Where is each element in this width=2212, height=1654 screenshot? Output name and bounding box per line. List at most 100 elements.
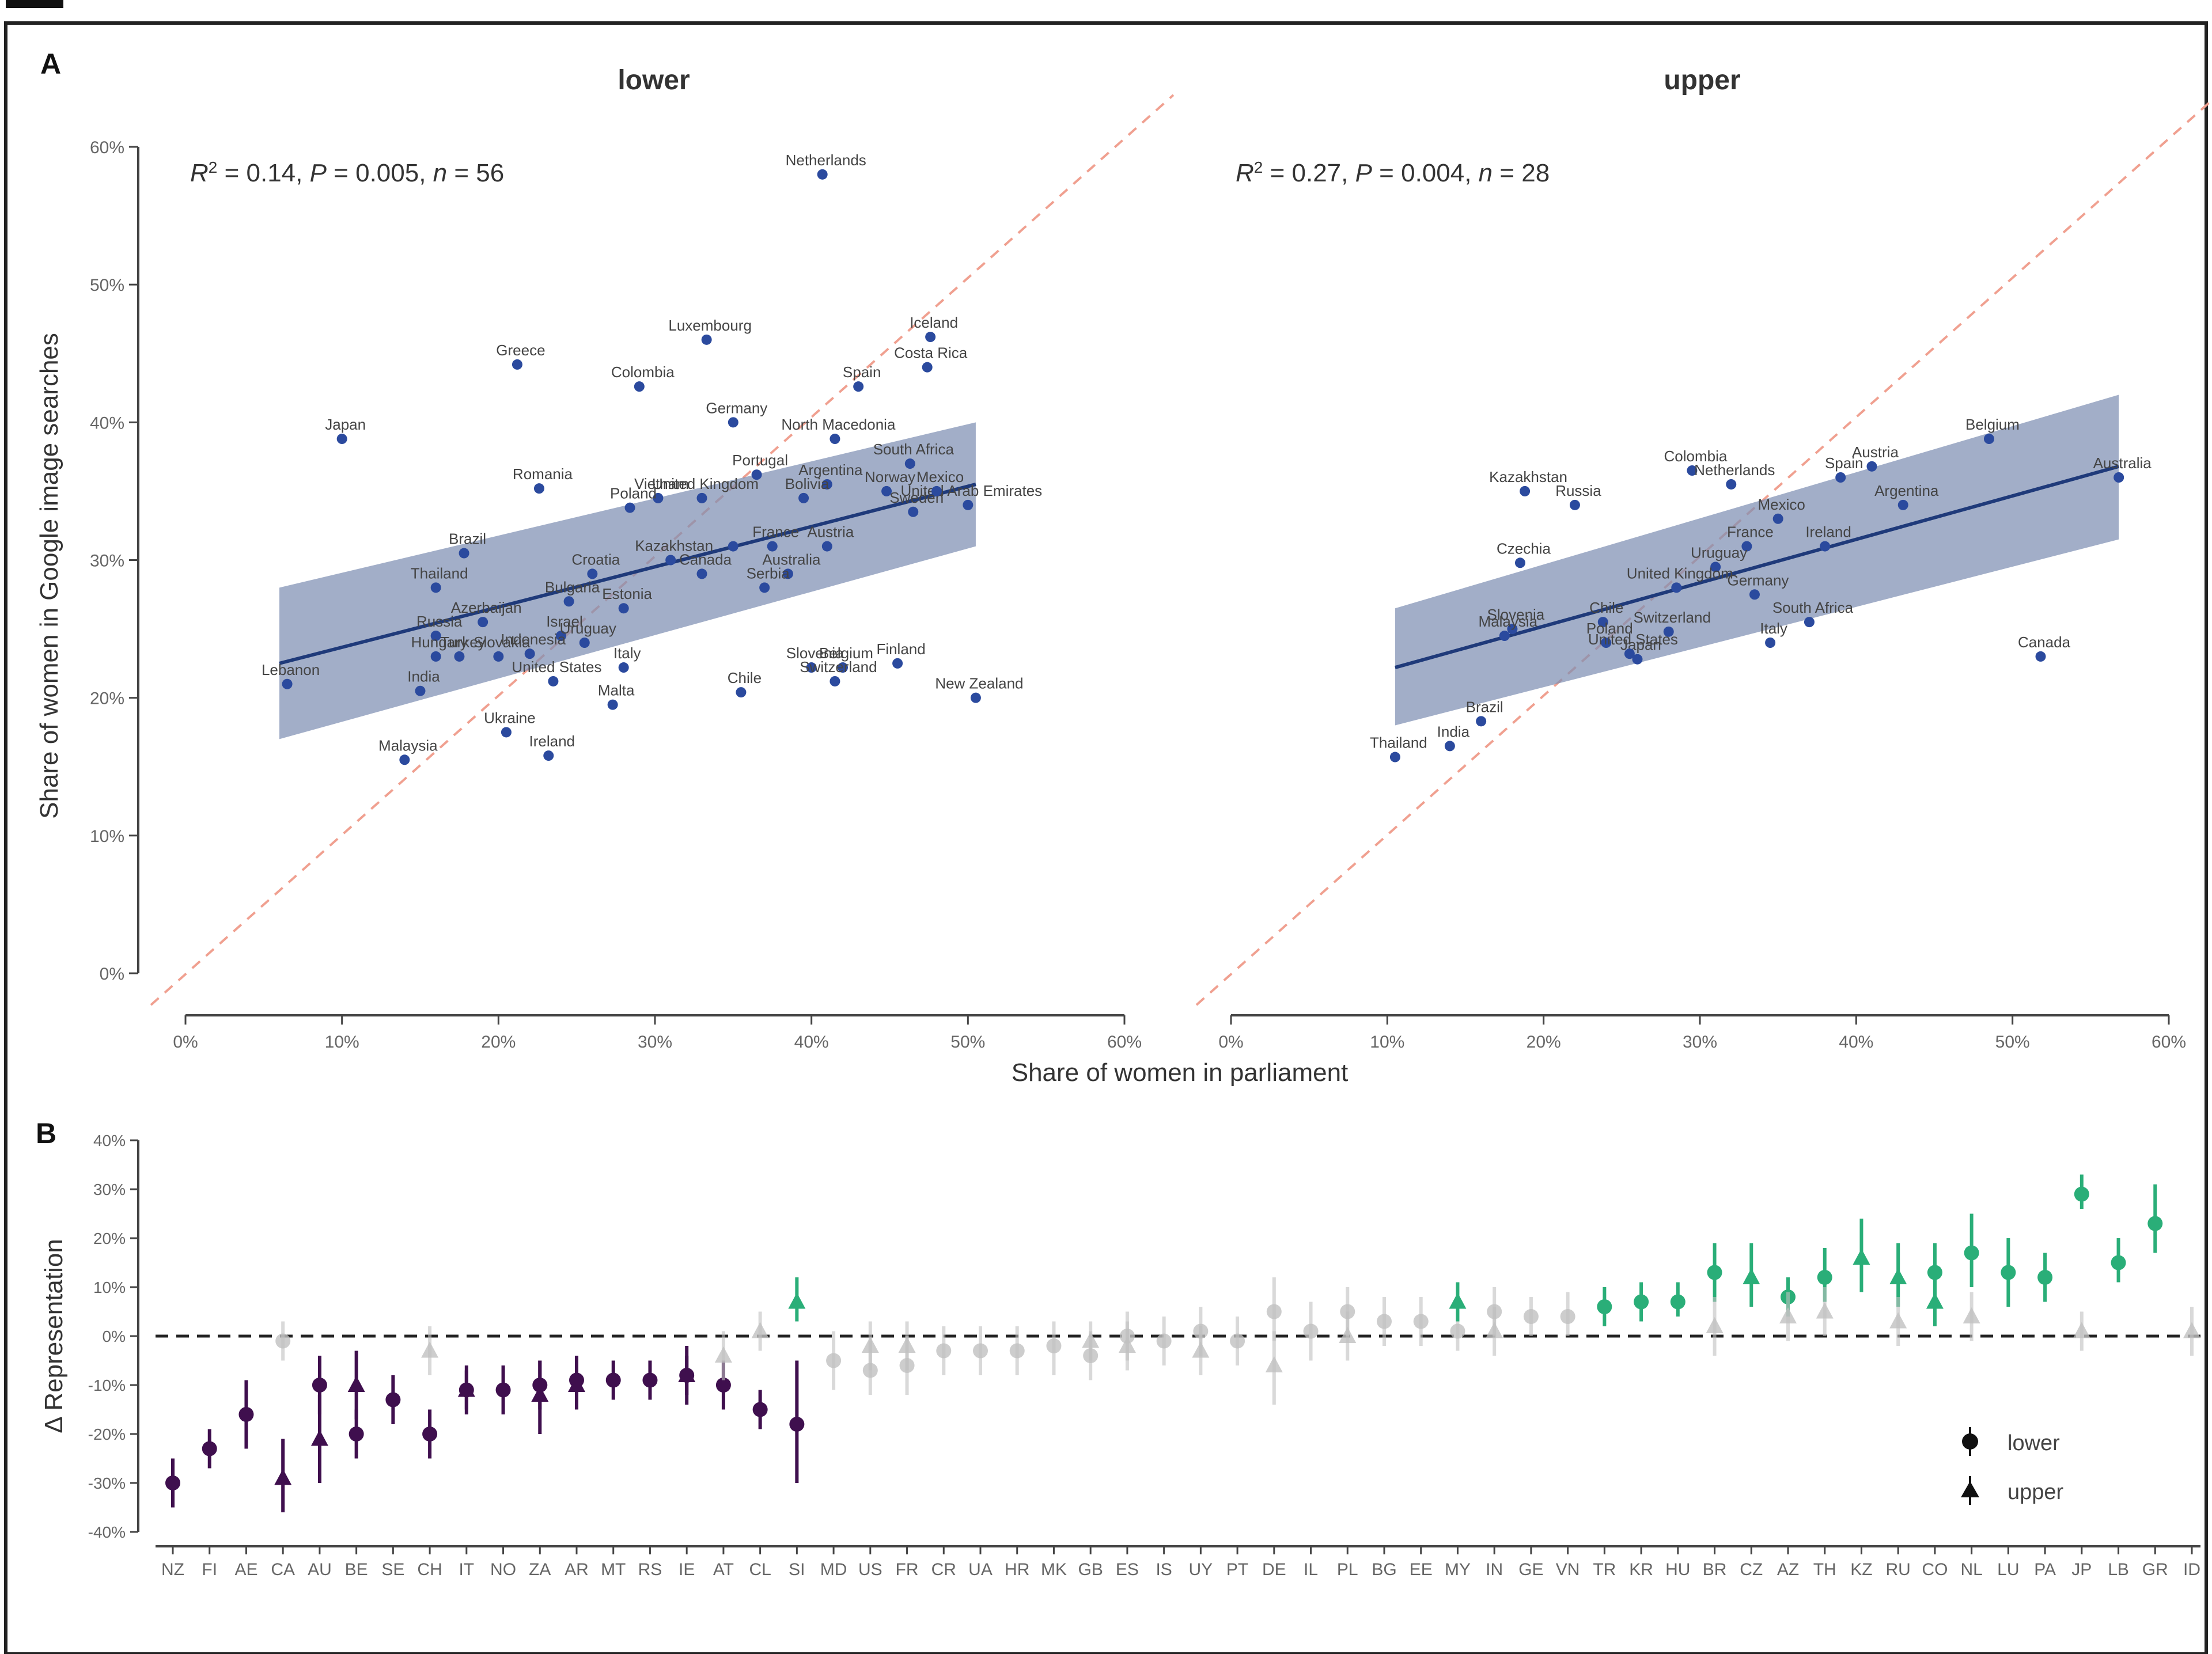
b-x-tick-label: MD	[820, 1560, 847, 1579]
data-point	[1663, 626, 1674, 637]
marker-lower	[1560, 1309, 1575, 1324]
data-point	[751, 469, 762, 480]
x-tick-label: 60%	[2152, 1033, 2186, 1052]
b-x-tick-label: LU	[1997, 1560, 2019, 1579]
b-x-tick-label: BE	[345, 1560, 368, 1579]
marker-upper	[714, 1346, 732, 1363]
x-tick-label: 30%	[638, 1033, 672, 1052]
data-point	[821, 479, 832, 490]
marker-upper	[1963, 1307, 1980, 1323]
marker-lower	[1707, 1265, 1722, 1280]
marker-upper	[1779, 1307, 1797, 1323]
b-x-tick-label: RU	[1886, 1560, 1911, 1579]
point-label: Poland	[610, 485, 657, 502]
point-label: Serbia	[747, 564, 790, 582]
panel-a-y-axis-label: Share of women in Google image searches	[35, 333, 63, 819]
marker-lower	[605, 1372, 621, 1388]
data-point	[493, 651, 504, 662]
data-point	[459, 548, 469, 559]
data-point	[830, 434, 840, 445]
b-x-tick-label: HR	[1005, 1560, 1029, 1579]
b-x-tick-label: FI	[202, 1560, 217, 1579]
b-x-tick-label: KZ	[1850, 1560, 1872, 1579]
point-label: Slovenia	[786, 644, 844, 662]
x-tick-label: 0%	[1218, 1033, 1243, 1052]
data-point	[1671, 582, 1682, 593]
b-y-tick-label: 10%	[93, 1279, 126, 1296]
point-label: Czechia	[1497, 540, 1551, 557]
point-label: Portugal	[732, 452, 788, 469]
data-point	[587, 568, 598, 579]
point-label: Slovakia	[474, 633, 531, 651]
marker-lower	[275, 1333, 291, 1349]
x-tick-label: 0%	[173, 1033, 198, 1052]
point-label: Mexico	[1758, 496, 1805, 513]
b-x-tick-label: VN	[1556, 1560, 1580, 1579]
b-x-tick-label: GR	[2142, 1560, 2168, 1579]
point-label: Netherlands	[786, 151, 866, 169]
data-point	[1632, 654, 1643, 665]
b-x-tick-label: CR	[931, 1560, 956, 1579]
data-point	[543, 750, 554, 761]
data-point	[524, 648, 535, 659]
b-y-tick-label: -20%	[88, 1425, 126, 1443]
stats-annotation-lower: R2 = 0.14, P = 0.005, n = 56	[190, 158, 504, 188]
b-x-tick-label: AZ	[1777, 1560, 1799, 1579]
marker-lower	[642, 1372, 658, 1388]
marker-upper	[1265, 1356, 1283, 1372]
point-label: Kazakhstan	[1489, 468, 1567, 485]
marker-upper	[1192, 1341, 1210, 1358]
b-x-tick-label: ES	[1116, 1560, 1139, 1579]
data-point	[336, 434, 347, 445]
b-x-tick-label: AT	[713, 1560, 734, 1579]
marker-lower	[1523, 1309, 1539, 1324]
legend-lower-marker	[1962, 1433, 1978, 1450]
facet-title-lower: lower	[618, 65, 690, 96]
marker-lower	[2001, 1265, 2016, 1280]
point-label: Argentina	[1874, 482, 1939, 499]
point-label: Belgium	[819, 644, 873, 662]
point-label: Switzerland	[800, 658, 877, 676]
point-label: Russia	[416, 613, 463, 630]
b-y-tick-label: -30%	[88, 1474, 126, 1492]
x-tick-label: 10%	[325, 1033, 359, 1052]
legend-lower-label: lower	[2008, 1431, 2060, 1455]
point-label: Romania	[513, 465, 573, 483]
point-label: Hungary	[411, 633, 468, 651]
data-point	[501, 727, 512, 738]
data-point	[904, 458, 915, 469]
b-x-tick-label: CL	[749, 1560, 771, 1579]
y-tick-label: 40%	[90, 414, 124, 433]
data-point	[430, 651, 441, 662]
figure-frame	[4, 21, 2208, 1654]
point-label: Spain	[843, 363, 881, 381]
data-point	[1476, 716, 1487, 727]
point-label: Germany	[706, 399, 767, 416]
b-x-tick-label: HU	[1665, 1560, 1690, 1579]
point-label: Switzerland	[1634, 609, 1711, 626]
b-x-tick-label: NZ	[161, 1560, 184, 1579]
marker-upper	[1743, 1268, 1760, 1284]
data-point	[282, 678, 293, 689]
marker-lower	[238, 1407, 254, 1422]
marker-upper	[531, 1386, 549, 1402]
data-point	[1389, 752, 1400, 762]
data-point	[759, 582, 770, 593]
point-label: Canada	[679, 551, 732, 568]
point-label: Luxembourg	[668, 317, 752, 334]
data-point	[430, 631, 441, 642]
marker-upper	[2183, 1322, 2200, 1338]
point-label: Ireland	[1805, 523, 1851, 541]
marker-upper	[1926, 1292, 1944, 1309]
point-label: Chile	[1589, 599, 1623, 616]
marker-lower	[1266, 1304, 1282, 1319]
data-point	[1499, 631, 1510, 642]
stats-part: = 0.005,	[327, 159, 433, 187]
marker-lower	[1046, 1338, 1062, 1353]
marker-lower	[1450, 1323, 1465, 1339]
data-point	[1710, 562, 1721, 572]
point-label: Vietnam	[634, 475, 689, 492]
point-label: Iceland	[910, 314, 958, 331]
marker-lower	[789, 1417, 805, 1432]
